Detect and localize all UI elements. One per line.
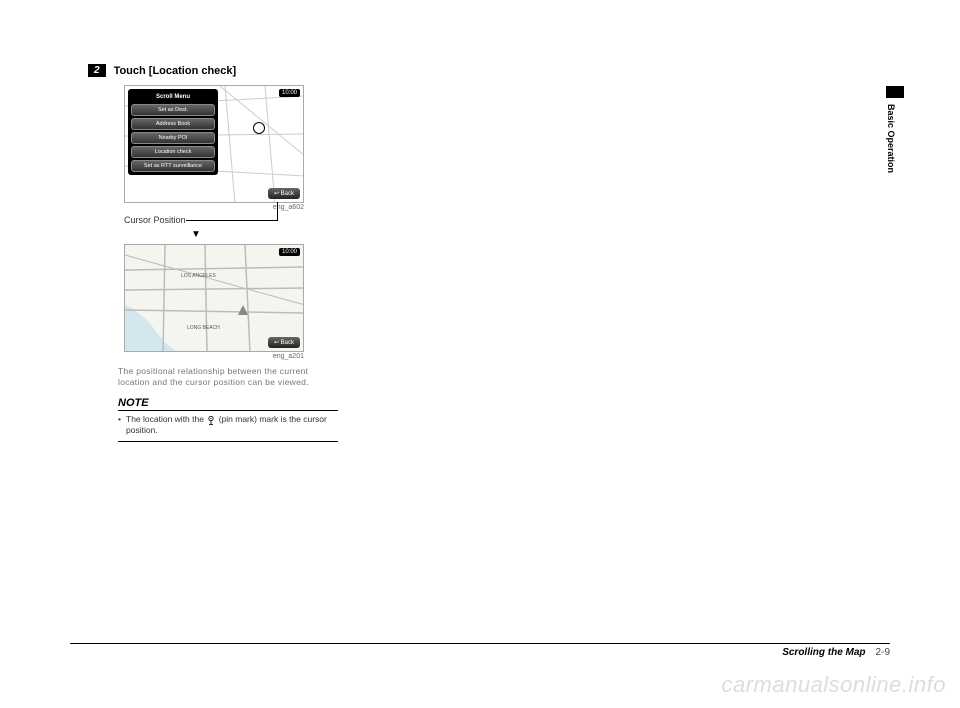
pin-icon xyxy=(206,415,216,425)
page: 2 Touch [Location check] 10:00 Scroll Me… xyxy=(0,0,960,708)
note-block: NOTE The location with the (pin mark) ma… xyxy=(118,397,338,442)
menu-item-address-book[interactable]: Address Book xyxy=(131,118,215,130)
step-instruction: Touch [Location check] xyxy=(114,65,237,77)
cursor-connector-line xyxy=(186,220,278,221)
side-tab-label: Basic Operation xyxy=(886,98,896,173)
clock-badge: 10:00 xyxy=(279,89,300,97)
menu-item-set-as-dest[interactable]: Set as Dest. xyxy=(131,104,215,116)
menu-item-location-check[interactable]: Location check xyxy=(131,146,215,158)
menu-item-nearby-poi[interactable]: Nearby POI xyxy=(131,132,215,144)
note-text-pre: The location with the xyxy=(126,414,206,424)
step-number-badge: 2 xyxy=(88,64,106,77)
footer-section-title: Scrolling the Map xyxy=(782,647,865,658)
scroll-menu-title: Scroll Menu xyxy=(131,92,215,102)
side-tab-marker xyxy=(886,86,904,98)
caption-1: eng_a602 xyxy=(88,204,304,211)
screenshot-scroll-menu: 10:00 Scroll Menu Set as Dest. Address B… xyxy=(124,85,304,203)
back-button-1[interactable]: ↩ Back xyxy=(268,188,300,199)
note-item: The location with the (pin mark) mark is… xyxy=(118,414,338,437)
clock-badge-2: 10:00 xyxy=(279,248,300,256)
cursor-position-label-row: Cursor Position xyxy=(124,213,890,227)
side-tab: Basic Operation xyxy=(886,86,904,210)
map-background-2 xyxy=(125,245,304,352)
note-list: The location with the (pin mark) mark is… xyxy=(118,414,338,442)
caption-2: eng_a201 xyxy=(88,353,304,360)
map-label-los-angeles: LOS ANGELES xyxy=(181,273,216,279)
scroll-menu-panel: Scroll Menu Set as Dest. Address Book Ne… xyxy=(128,89,218,175)
down-arrow-icon: ▼ xyxy=(88,229,304,240)
note-title: NOTE xyxy=(118,397,338,411)
watermark: carmanualsonline.info xyxy=(721,672,946,698)
footer: Scrolling the Map 2-9 xyxy=(70,643,890,658)
cursor-mark-icon xyxy=(253,122,265,134)
screenshot-map-overview: 10:00 LOS ANGELES LONG BEACH ↩ Back xyxy=(124,244,304,352)
footer-page-number: 2-9 xyxy=(876,647,890,658)
map-label-long-beach: LONG BEACH xyxy=(187,325,220,331)
back-button-2[interactable]: ↩ Back xyxy=(268,337,300,348)
step-line: 2 Touch [Location check] xyxy=(88,64,890,77)
cursor-position-label: Cursor Position xyxy=(124,215,186,225)
body-text: The positional relationship between the … xyxy=(118,366,338,389)
menu-item-rtt-surveillance[interactable]: Set as RTT surveillance xyxy=(131,160,215,172)
